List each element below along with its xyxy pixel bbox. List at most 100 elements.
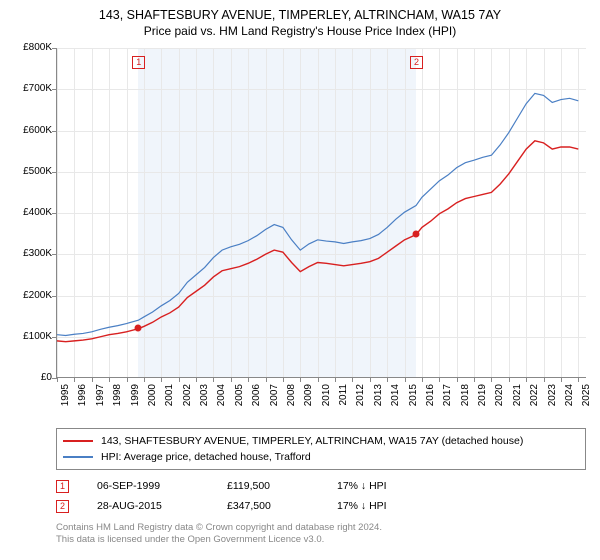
x-tick xyxy=(561,377,562,382)
x-tick xyxy=(231,377,232,382)
sale-marker-dot xyxy=(135,324,142,331)
sale-date: 06-SEP-1999 xyxy=(97,480,227,492)
sale-hpi-diff: 17% ↓ HPI xyxy=(337,500,447,512)
x-tick xyxy=(526,377,527,382)
x-tick xyxy=(335,377,336,382)
x-axis-label: 2006 xyxy=(251,384,262,414)
sale-hpi-diff: 17% ↓ HPI xyxy=(337,480,447,492)
y-axis-label: £100K xyxy=(10,331,52,342)
x-axis-label: 2005 xyxy=(234,384,245,414)
chart-container: 143, SHAFTESBURY AVENUE, TIMPERLEY, ALTR… xyxy=(0,0,600,547)
footer-line2: This data is licensed under the Open Gov… xyxy=(56,534,590,546)
legend-swatch xyxy=(63,456,93,458)
x-axis-label: 1996 xyxy=(77,384,88,414)
x-tick xyxy=(213,377,214,382)
x-tick xyxy=(387,377,388,382)
x-tick xyxy=(544,377,545,382)
x-axis-label: 2003 xyxy=(199,384,210,414)
y-tick xyxy=(52,213,57,214)
x-axis-label: 2024 xyxy=(564,384,575,414)
y-tick xyxy=(52,48,57,49)
y-axis-label: £500K xyxy=(10,166,52,177)
x-tick xyxy=(491,377,492,382)
x-tick xyxy=(370,377,371,382)
sale-row: 106-SEP-1999£119,50017% ↓ HPI xyxy=(56,476,586,496)
x-tick xyxy=(144,377,145,382)
attribution-footer: Contains HM Land Registry data © Crown c… xyxy=(56,522,590,547)
sale-date: 28-AUG-2015 xyxy=(97,500,227,512)
y-axis-label: £400K xyxy=(10,207,52,218)
sale-marker-box: 2 xyxy=(410,56,423,69)
sale-price: £347,500 xyxy=(227,500,337,512)
x-tick xyxy=(439,377,440,382)
y-axis-label: £300K xyxy=(10,248,52,259)
x-axis-label: 1998 xyxy=(112,384,123,414)
x-axis-label: 2023 xyxy=(547,384,558,414)
x-axis-label: 2025 xyxy=(581,384,592,414)
sale-row: 2 28-AUG-2015£347,50017% ↓ HPI xyxy=(56,496,586,516)
legend-item: 143, SHAFTESBURY AVENUE, TIMPERLEY, ALTR… xyxy=(63,433,579,449)
x-axis-label: 2018 xyxy=(460,384,471,414)
sale-price: £119,500 xyxy=(227,480,337,492)
legend-label: HPI: Average price, detached house, Traf… xyxy=(101,451,311,463)
x-tick xyxy=(266,377,267,382)
legend-item: HPI: Average price, detached house, Traf… xyxy=(63,449,579,465)
legend: 143, SHAFTESBURY AVENUE, TIMPERLEY, ALTR… xyxy=(56,428,586,470)
x-tick xyxy=(474,377,475,382)
x-axis-label: 2007 xyxy=(269,384,280,414)
x-axis-label: 2000 xyxy=(147,384,158,414)
legend-swatch xyxy=(63,440,93,442)
y-tick xyxy=(52,172,57,173)
x-tick xyxy=(196,377,197,382)
x-axis-label: 2001 xyxy=(164,384,175,414)
y-tick xyxy=(52,89,57,90)
chart-subtitle: Price paid vs. HM Land Registry's House … xyxy=(10,24,590,38)
y-axis-label: £0 xyxy=(10,372,52,383)
x-tick xyxy=(318,377,319,382)
x-tick xyxy=(179,377,180,382)
y-axis-label: £700K xyxy=(10,83,52,94)
x-tick xyxy=(352,377,353,382)
x-axis-label: 2016 xyxy=(425,384,436,414)
sale-marker-dot xyxy=(413,230,420,237)
x-axis-label: 2021 xyxy=(512,384,523,414)
x-tick xyxy=(74,377,75,382)
chart-title: 143, SHAFTESBURY AVENUE, TIMPERLEY, ALTR… xyxy=(10,8,590,22)
x-axis-label: 1999 xyxy=(130,384,141,414)
x-tick xyxy=(109,377,110,382)
x-axis-label: 2017 xyxy=(442,384,453,414)
x-tick xyxy=(405,377,406,382)
x-axis-label: 2009 xyxy=(303,384,314,414)
x-axis-label: 2011 xyxy=(338,384,349,414)
x-tick xyxy=(127,377,128,382)
x-axis-label: 2022 xyxy=(529,384,540,414)
x-tick xyxy=(161,377,162,382)
x-tick xyxy=(422,377,423,382)
x-tick xyxy=(248,377,249,382)
series-hpi xyxy=(57,93,578,335)
legend-label: 143, SHAFTESBURY AVENUE, TIMPERLEY, ALTR… xyxy=(101,435,523,447)
sale-index-box: 2 xyxy=(56,500,69,513)
x-axis-label: 2010 xyxy=(321,384,332,414)
x-tick xyxy=(57,377,58,382)
sales-table: 106-SEP-1999£119,50017% ↓ HPI 2 28-AUG-201… xyxy=(56,476,586,516)
x-axis-label: 2008 xyxy=(286,384,297,414)
x-axis-label: 2014 xyxy=(390,384,401,414)
x-tick xyxy=(457,377,458,382)
footer-line1: Contains HM Land Registry data © Crown c… xyxy=(56,522,590,534)
x-tick xyxy=(283,377,284,382)
y-axis-label: £200K xyxy=(10,290,52,301)
x-tick xyxy=(92,377,93,382)
series-property xyxy=(57,141,578,342)
x-tick xyxy=(300,377,301,382)
x-axis-label: 2019 xyxy=(477,384,488,414)
x-tick xyxy=(578,377,579,382)
x-axis-label: 2004 xyxy=(216,384,227,414)
x-axis-label: 1997 xyxy=(95,384,106,414)
x-axis-label: 2020 xyxy=(494,384,505,414)
x-axis-label: 2015 xyxy=(408,384,419,414)
y-axis-label: £800K xyxy=(10,42,52,53)
sale-marker-box: 1 xyxy=(132,56,145,69)
y-axis-label: £600K xyxy=(10,125,52,136)
x-axis-label: 2012 xyxy=(355,384,366,414)
